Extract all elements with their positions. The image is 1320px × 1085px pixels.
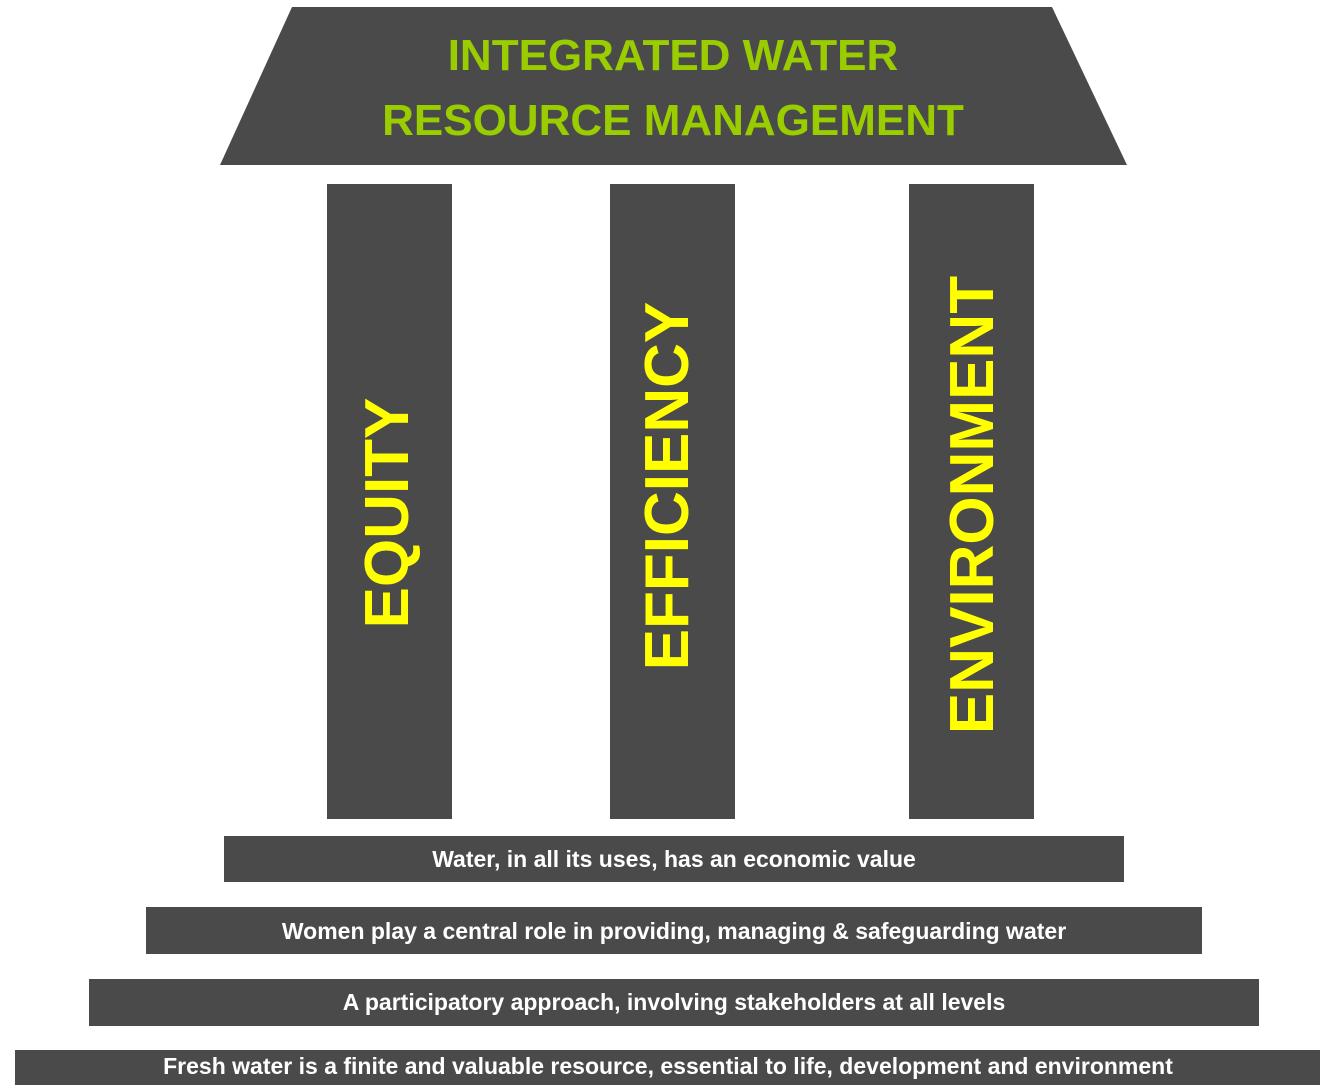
step-shape [15,1050,1320,1085]
step-shape [146,907,1202,954]
pillar-label: ENVIRONMENT [938,276,1007,734]
pillar-shape [610,184,735,819]
step-shape [89,979,1259,1026]
step-label: Fresh water is a finite and valuable res… [163,1053,1173,1079]
step-label: Women play a central role in providing, … [282,918,1066,944]
pillar-label: EQUITY [353,398,422,629]
roof-line: RESOURCE MANAGEMENT [382,96,964,145]
pillar-label: EFFICIENCY [633,302,702,671]
roof-shape [220,7,1127,165]
pillar-shape [909,184,1034,819]
pillar-shape [327,184,452,819]
step-label: A participatory approach, involving stak… [343,989,1006,1015]
roof-line: INTEGRATED WATER [448,31,899,80]
step-label: Water, in all its uses, has an economic … [432,846,916,872]
step-shape [224,836,1124,882]
